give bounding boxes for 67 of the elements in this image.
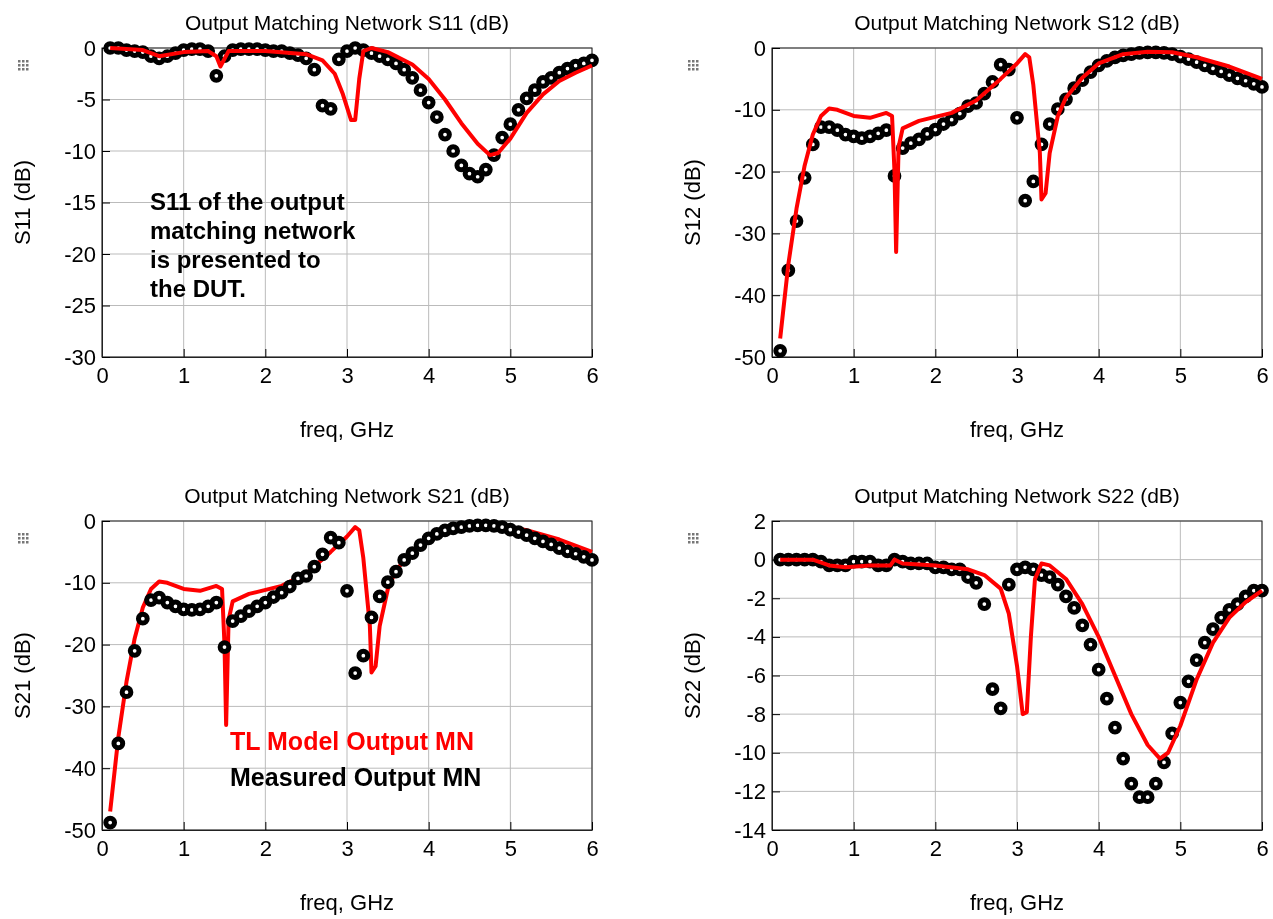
x-tick-label: 2	[929, 835, 942, 861]
y-tick-label: -8	[746, 701, 766, 727]
x-tick-label: 5	[1174, 362, 1187, 388]
y-tick-label: 0	[753, 547, 766, 573]
x-tick-label: 1	[848, 362, 861, 388]
y-tick-label: -10	[734, 97, 766, 123]
x-tick-label: 4	[423, 362, 436, 388]
y-tick-label: -5	[76, 87, 96, 113]
y-axis-title: S12 (dB)	[680, 159, 705, 246]
y-tick-label: -10	[734, 740, 766, 766]
y-tick-label: 0	[83, 35, 96, 61]
chart-title: Output Matching Network S22 (dB)	[854, 484, 1180, 507]
series-label: TL Model Output MN	[230, 727, 474, 755]
y-tick-label: -14	[734, 817, 766, 843]
x-axis-title: freq, GHz	[969, 417, 1065, 442]
x-tick-label: 6	[1256, 835, 1269, 861]
x-tick-label: 6	[1256, 362, 1269, 388]
y-tick-label: -25	[64, 293, 96, 319]
x-axis-title: freq, GHz	[299, 890, 395, 915]
x-axis-title: freq, GHz	[969, 890, 1065, 915]
x-tick-label: 1	[178, 362, 191, 388]
x-tick-label: 5	[504, 362, 517, 388]
x-tick-label: 3	[341, 362, 354, 388]
y-tick-label: -10	[64, 138, 96, 164]
x-tick-label: 4	[423, 835, 436, 861]
y-tick-label: -12	[734, 778, 766, 804]
y-tick-label: -50	[64, 817, 96, 843]
y-tick-label: -15	[64, 190, 96, 216]
x-tick-label: 6	[586, 362, 599, 388]
y-tick-label: -2	[746, 585, 766, 611]
x-tick-label: 1	[178, 835, 191, 861]
x-tick-label: 4	[1093, 835, 1106, 861]
x-tick-label: 1	[848, 835, 861, 861]
y-tick-label: -4	[746, 624, 766, 650]
y-tick-label: -30	[64, 344, 96, 370]
x-axis-title: freq, GHz	[299, 417, 395, 442]
y-tick-label: 0	[83, 508, 96, 534]
x-tick-label: 5	[504, 835, 517, 861]
y-axis-title: S21 (dB)	[10, 632, 35, 719]
y-tick-label: 0	[753, 35, 766, 61]
y-tick-label: -6	[746, 663, 766, 689]
chart-title: Output Matching Network S11 (dB)	[184, 11, 510, 34]
y-tick-label: 2	[753, 508, 766, 534]
chart-title: Output Matching Network S12 (dB)	[854, 11, 1180, 34]
x-tick-label: 3	[1011, 362, 1024, 388]
y-tick-label: -40	[64, 755, 96, 781]
x-tick-label: 5	[1174, 835, 1187, 861]
y-axis-title: S11 (dB)	[10, 159, 35, 246]
x-tick-label: 2	[929, 362, 942, 388]
y-tick-label: -30	[64, 693, 96, 719]
annotation: S11 of the output matching network is presented to the DUT.	[150, 188, 357, 302]
x-tick-label: 6	[586, 835, 599, 861]
x-tick-label: 3	[341, 835, 354, 861]
y-tick-label: -20	[64, 632, 96, 658]
x-tick-label: 4	[1093, 362, 1106, 388]
x-tick-label: 3	[1011, 835, 1024, 861]
y-tick-label: -50	[734, 344, 766, 370]
y-axis-title: S22 (dB)	[680, 632, 705, 719]
y-tick-label: -10	[64, 570, 96, 596]
y-tick-label: -40	[734, 282, 766, 308]
chart-title: Output Matching Network S21 (dB)	[184, 484, 510, 507]
x-tick-label: 2	[259, 835, 272, 861]
text: Measured Output MN	[230, 763, 482, 791]
y-tick-label: -20	[734, 159, 766, 185]
y-tick-label: -30	[734, 220, 766, 246]
x-tick-label: 2	[259, 362, 272, 388]
y-tick-label: -20	[64, 241, 96, 267]
